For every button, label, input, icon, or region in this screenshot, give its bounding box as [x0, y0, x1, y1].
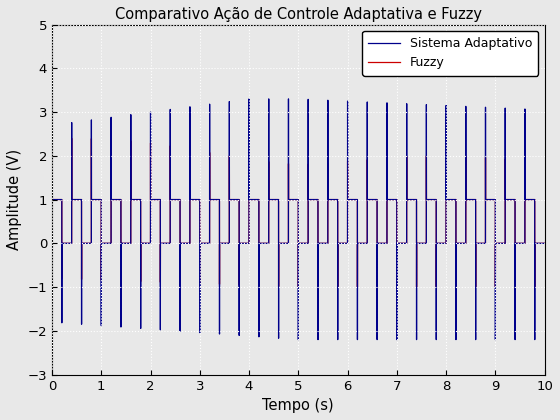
Fuzzy: [49, 175, 55, 180]
Sistema Adaptativo: [295, 337, 302, 342]
Sistema Adaptativo: [451, 197, 458, 202]
Sistema Adaptativo: [246, 96, 253, 101]
Legend: Sistema Adaptativo, Fuzzy: Sistema Adaptativo, Fuzzy: [362, 31, 538, 76]
Fuzzy: [307, 197, 314, 202]
Line: Sistema Adaptativo: Sistema Adaptativo: [52, 99, 545, 340]
Fuzzy: [451, 197, 458, 202]
Fuzzy: [505, 197, 512, 202]
Fuzzy: [402, 241, 408, 246]
Sistema Adaptativo: [505, 197, 512, 202]
Fuzzy: [106, 241, 113, 246]
Sistema Adaptativo: [313, 197, 320, 202]
X-axis label: Tempo (s): Tempo (s): [263, 398, 334, 413]
Fuzzy: [295, 285, 302, 290]
Sistema Adaptativo: [307, 197, 314, 202]
Sistema Adaptativo: [402, 241, 408, 246]
Fuzzy: [542, 241, 548, 246]
Sistema Adaptativo: [542, 241, 548, 246]
Sistema Adaptativo: [49, 123, 55, 128]
Fuzzy: [313, 197, 320, 202]
Y-axis label: Amplitude (V): Amplitude (V): [7, 149, 22, 250]
Title: Comparativo Ação de Controle Adaptativa e Fuzzy: Comparativo Ação de Controle Adaptativa …: [115, 7, 482, 22]
Sistema Adaptativo: [106, 241, 113, 246]
Line: Fuzzy: Fuzzy: [52, 138, 545, 287]
Fuzzy: [68, 136, 75, 141]
